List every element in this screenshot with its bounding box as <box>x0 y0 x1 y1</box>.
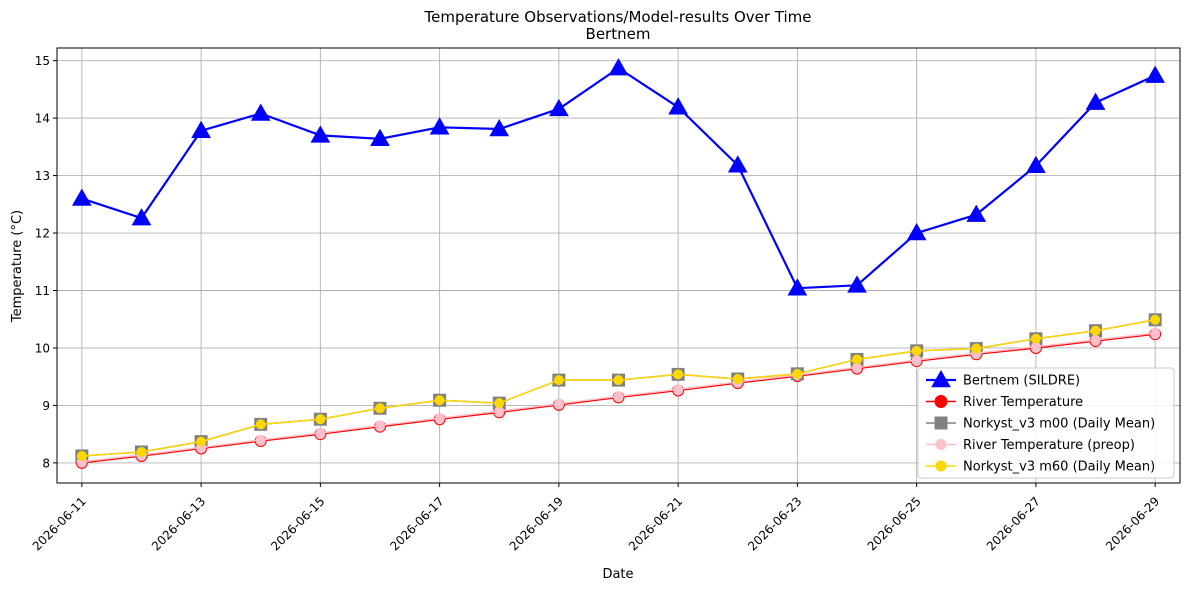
y-tick-label: 8 <box>42 456 50 470</box>
data-point-bertnem-sildre <box>668 97 688 115</box>
data-point-bertnem-sildre <box>489 119 510 137</box>
data-point-norkyst-m60 <box>374 403 385 414</box>
data-point-norkyst-m60 <box>613 375 624 386</box>
data-point-norkyst-m60 <box>792 368 803 379</box>
data-point-norkyst-m60 <box>136 446 147 457</box>
data-point-bertnem-sildre <box>250 103 271 121</box>
data-point-bertnem-sildre <box>1026 155 1046 174</box>
data-point-norkyst-m60 <box>315 414 326 425</box>
legend-item-river-temperature-preop: River Temperature (preop) <box>926 438 1135 453</box>
y-tick-label: 12 <box>35 227 50 241</box>
series-bertnem-sildre <box>71 58 1166 296</box>
chart-title: Temperature Observations/Model-results O… <box>423 8 811 26</box>
data-point-bertnem-sildre <box>549 98 569 117</box>
legend-marker <box>935 439 947 450</box>
legend-label: Norkyst_v3 m60 (Daily Mean) <box>963 460 1155 475</box>
data-point-river-temperature-preop <box>613 391 624 402</box>
data-point-river-temperature-preop <box>255 434 266 445</box>
data-point-norkyst-m60 <box>255 419 266 430</box>
data-point-bertnem-sildre <box>966 204 987 222</box>
data-point-norkyst-m60 <box>852 354 863 365</box>
y-tick-label: 15 <box>35 54 50 68</box>
legend-item-norkyst-m00: Norkyst_v3 m00 (Daily Mean) <box>926 416 1155 432</box>
data-point-norkyst-m60 <box>911 345 922 356</box>
y-tick-label: 11 <box>35 284 50 298</box>
data-point-bertnem-sildre <box>1145 65 1166 83</box>
y-tick-label: 13 <box>35 169 50 183</box>
data-point-bertnem-sildre <box>787 278 808 296</box>
data-point-bertnem-sildre <box>906 223 927 241</box>
series-layer <box>71 58 1166 469</box>
data-point-bertnem-sildre <box>727 155 748 173</box>
legend: Bertnem (SILDRE) River Temperature Norkyst… <box>917 367 1175 479</box>
legend-label: Bertnem (SILDRE) <box>963 374 1080 389</box>
data-point-bertnem-sildre <box>847 275 867 293</box>
data-point-norkyst-m60 <box>196 436 207 447</box>
plot-frame <box>56 47 1181 484</box>
data-point-river-temperature-preop <box>553 398 564 409</box>
legend-box <box>917 367 1175 479</box>
data-point-bertnem-sildre <box>310 125 331 143</box>
data-point-norkyst-m60 <box>1030 333 1041 344</box>
data-point-norkyst-m60 <box>1150 314 1161 325</box>
data-point-bertnem-sildre <box>370 128 390 147</box>
data-point-bertnem-sildre <box>608 58 629 76</box>
series-norkyst-m60 <box>76 314 1161 461</box>
data-point-norkyst-m60 <box>76 450 87 461</box>
data-point-norkyst-m60 <box>971 343 982 354</box>
legend-label: Norkyst_v3 m00 (Daily Mean) <box>963 417 1155 432</box>
data-point-river-temperature-preop <box>374 420 385 431</box>
legend-item-bertnem-sildre: Bertnem (SILDRE) <box>926 369 1080 389</box>
legend-item-river-temperature: River Temperature <box>926 395 1083 410</box>
legend-label: River Temperature <box>963 395 1083 410</box>
data-point-river-temperature-preop <box>434 413 445 424</box>
legend-label: River Temperature (preop) <box>963 438 1135 453</box>
data-point-river-temperature-preop <box>1150 328 1161 339</box>
chart-subtitle: Bertnem <box>586 25 651 43</box>
data-point-norkyst-m60 <box>494 398 505 409</box>
data-point-bertnem-sildre <box>71 188 92 206</box>
data-point-norkyst-m60 <box>434 395 445 406</box>
data-point-bertnem-sildre <box>1085 92 1106 110</box>
legend-marker <box>934 416 948 430</box>
legend-marker <box>931 369 951 388</box>
y-axis: 8 9 10 11 12 13 14 15 <box>35 54 57 470</box>
data-point-river-temperature-preop <box>315 428 326 439</box>
data-point-norkyst-m60 <box>553 375 564 386</box>
data-point-bertnem-sildre <box>131 208 152 226</box>
legend-marker <box>934 395 948 408</box>
data-point-bertnem-sildre <box>191 120 211 138</box>
data-point-norkyst-m60 <box>673 369 684 380</box>
y-tick-label: 14 <box>35 112 50 126</box>
data-point-norkyst-m60 <box>732 373 743 384</box>
data-point-bertnem-sildre <box>429 117 450 135</box>
data-point-norkyst-m60 <box>1090 325 1101 336</box>
y-tick-label: 10 <box>35 341 50 355</box>
data-point-river-temperature-preop <box>911 355 922 366</box>
y-tick-label: 9 <box>42 399 50 413</box>
legend-marker <box>935 460 947 472</box>
y-axis-label: Temperature (°C) <box>10 210 25 323</box>
data-point-river-temperature-preop <box>1090 334 1101 345</box>
data-point-river-temperature-preop <box>673 384 684 395</box>
x-axis-label: Date <box>602 567 633 582</box>
legend-item-norkyst-m60: Norkyst_v3 m60 (Daily Mean) <box>926 460 1155 475</box>
